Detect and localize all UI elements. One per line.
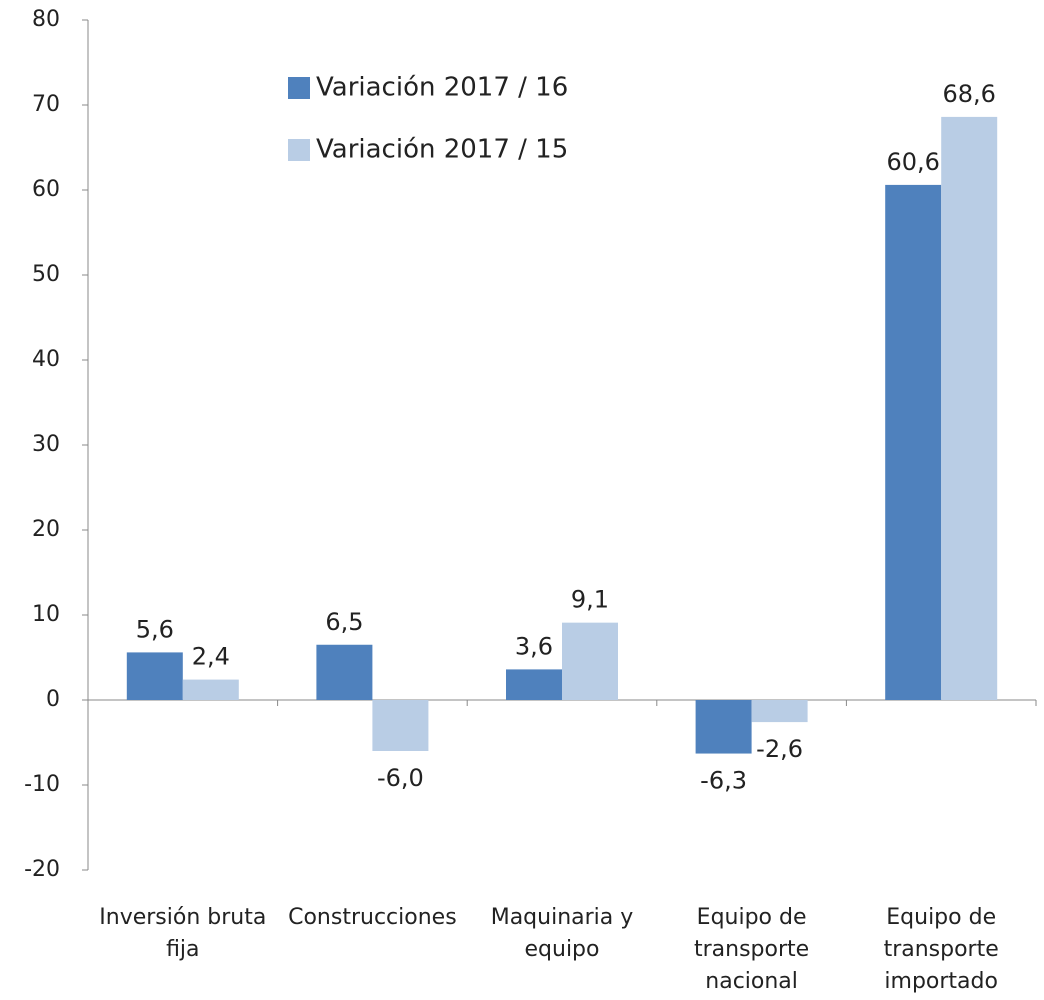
- x-tick-label: Maquinaria y equipo: [490, 905, 634, 962]
- y-tick-label: 0: [46, 687, 60, 712]
- bar: [562, 622, 618, 700]
- y-tick-label: -10: [24, 772, 60, 797]
- value-label: 5,6: [136, 615, 174, 643]
- value-label: -2,6: [756, 735, 803, 763]
- bar: [885, 184, 942, 700]
- y-tick-label: 80: [32, 7, 60, 32]
- value-label: 3,6: [515, 632, 553, 660]
- bar: [182, 679, 239, 700]
- value-label: -6,3: [700, 767, 747, 795]
- bar: [126, 652, 183, 700]
- legend-swatch: [288, 77, 310, 99]
- y-tick-label: 30: [32, 432, 60, 457]
- bar: [316, 644, 373, 700]
- x-tick-label: Equipo de transporte nacional: [693, 905, 810, 994]
- x-tick-label: Construcciones: [288, 905, 457, 930]
- value-label: 68,6: [942, 80, 995, 108]
- bar: [941, 116, 998, 700]
- y-tick-label: -20: [24, 857, 60, 882]
- x-tick-label: Inversión bruta fija: [99, 905, 267, 962]
- value-label: -6,0: [377, 764, 424, 792]
- legend-label: Variación 2017 / 15: [316, 135, 568, 165]
- bar: [695, 700, 752, 754]
- bar: [372, 700, 429, 751]
- bar: [751, 700, 808, 723]
- y-tick-label: 70: [32, 92, 60, 117]
- value-label: 6,5: [325, 608, 363, 636]
- legend-swatch: [288, 139, 310, 161]
- x-tick-label: Equipo de transporte importado: [883, 905, 999, 994]
- value-label: 2,4: [192, 643, 230, 671]
- y-tick-label: 50: [32, 262, 60, 287]
- value-label: 9,1: [571, 586, 609, 614]
- y-tick-label: 40: [32, 347, 60, 372]
- bar: [506, 669, 562, 700]
- y-tick-label: 10: [32, 602, 60, 627]
- legend-label: Variación 2017 / 16: [316, 73, 568, 103]
- y-tick-label: 60: [32, 177, 60, 202]
- y-tick-label: 20: [32, 517, 60, 542]
- value-label: 60,6: [886, 148, 939, 176]
